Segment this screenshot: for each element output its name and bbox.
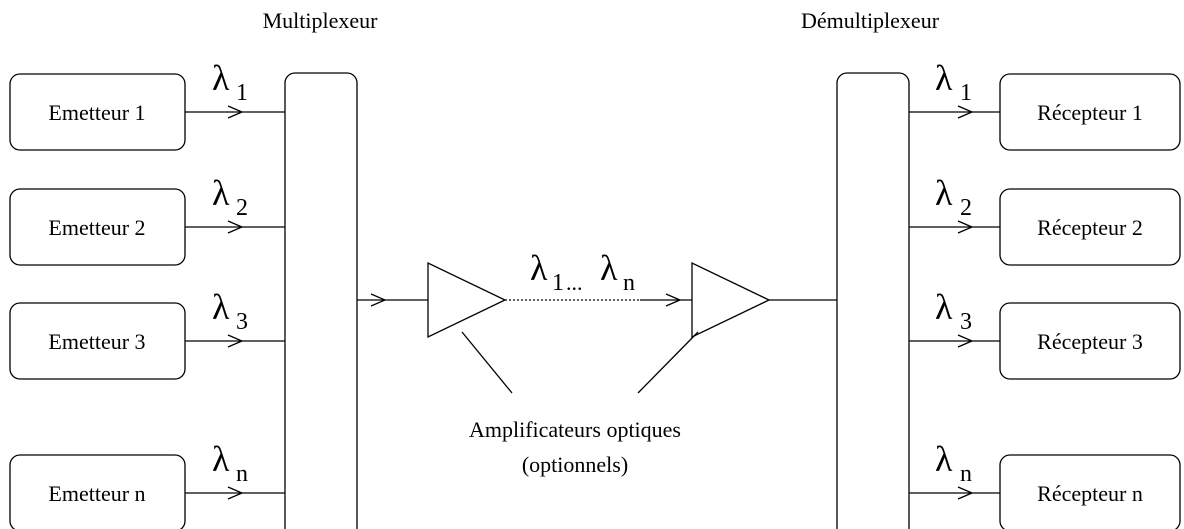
- lambda: λ: [935, 439, 953, 479]
- arrow: [957, 220, 974, 234]
- lambda: λ: [935, 287, 953, 327]
- receiver-label: Récepteur n: [1037, 481, 1143, 506]
- amplifier-label: Amplificateurs optiques: [469, 417, 681, 442]
- subscript: 2: [960, 195, 972, 221]
- arrow: [227, 220, 244, 234]
- subscript: 1: [552, 270, 564, 296]
- subscript: 1: [960, 80, 972, 106]
- emitter-label: Emetteur 1: [48, 100, 145, 125]
- arrow: [227, 486, 244, 500]
- lambda: λ: [935, 58, 953, 98]
- emitter-label: Emetteur 3: [48, 329, 145, 354]
- subscript: 1: [236, 80, 248, 106]
- amplifier-note: (optionnels): [522, 452, 628, 477]
- mux-label: Multiplexeur: [263, 8, 379, 33]
- arrow: [227, 334, 244, 348]
- lambda: λ: [600, 248, 618, 288]
- arrow: [370, 293, 387, 307]
- receiver-label: Récepteur 1: [1037, 100, 1143, 125]
- emitter-label: Emetteur n: [48, 481, 145, 506]
- demultiplexer: [836, 72, 910, 529]
- arrow: [957, 105, 974, 119]
- lambda: λ: [212, 58, 230, 98]
- amplifier: [427, 261, 507, 339]
- lambda: λ: [935, 173, 953, 213]
- subscript: 2: [236, 195, 248, 221]
- leader-line: [637, 331, 699, 394]
- demux-label: Démultiplexeur: [801, 8, 940, 33]
- arrow: [957, 334, 974, 348]
- leader-line: [461, 331, 513, 394]
- subscript: n: [623, 270, 635, 296]
- subscript: n: [236, 461, 248, 487]
- receiver-label: Récepteur 3: [1037, 329, 1143, 354]
- emitter-label: Emetteur 2: [48, 215, 145, 240]
- lambda: λ: [212, 287, 230, 327]
- receiver-label: Récepteur 2: [1037, 215, 1143, 240]
- arrow: [227, 105, 244, 119]
- multiplexer: [284, 72, 358, 529]
- subscript: 3: [960, 309, 972, 335]
- arrow: [957, 486, 974, 500]
- lambda: λ: [212, 173, 230, 213]
- lambda: λ: [212, 439, 230, 479]
- lambda: λ: [530, 248, 548, 288]
- arrow: [665, 293, 682, 307]
- amplifier: [691, 261, 771, 339]
- separator: ...: [566, 270, 583, 295]
- subscript: n: [960, 461, 972, 487]
- subscript: 3: [236, 309, 248, 335]
